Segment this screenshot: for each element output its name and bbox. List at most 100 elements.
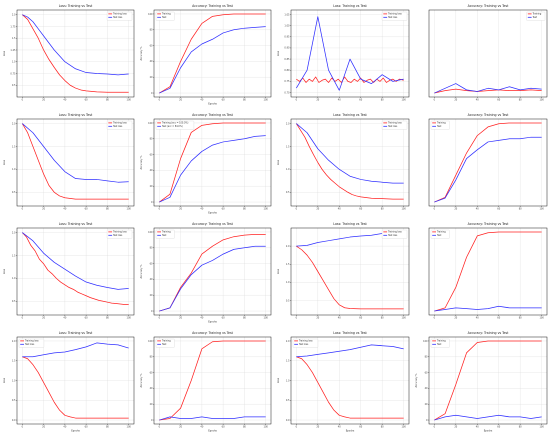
x-tick-label: 0 [434,317,436,320]
chart-title: Loss: Training vs Test [333,4,367,8]
y-axis-label: Loss [277,268,280,274]
x-tick-label: 0 [296,317,298,320]
x-tick-label: 100 [539,426,544,429]
y-tick-label: 1.0 [286,168,290,171]
x-tick-label: 20 [42,99,45,102]
y-tick-label: 1.0 [12,277,16,280]
legend-entry: Training loss [388,13,402,16]
chart-r4c2: 0 20 40 60 80 100 0 20 40 60 80 100 Accuracy: Traini… [140,331,272,433]
x-tick-label: 80 [106,317,109,320]
chart-r2c4: 0 20 40 60 80 100 Accuracy: Training vs Test Tr… [428,113,548,211]
y-tick-label: 0.75 [284,80,290,83]
legend-entry: Test loss [25,343,35,346]
chart-r1c3: 0 20 40 60 80 100 0.70 0.75 0.80 0.85 0.90 0.95 1.00… [277,4,410,102]
series-line-test [434,305,542,312]
y-tick-label: 80 [150,247,153,250]
x-tick-label: 80 [519,426,522,429]
x-tick-label: 60 [359,317,362,320]
x-tick-label: 20 [316,317,319,320]
chart-title: Accuracy: Training vs Test [192,113,234,117]
x-tick-label: 0 [159,99,161,102]
y-tick-label: 0 [426,419,428,422]
legend-entry: Training [437,231,446,234]
x-tick-label: 0 [159,317,161,320]
x-tick-label: 0 [434,208,436,211]
y-tick-label: 0 [151,419,153,422]
y-tick-label: 0.90 [284,47,290,50]
x-tick-label: 100 [126,208,131,211]
y-tick-label: 40 [150,60,153,63]
y-axis-label: Loss [277,159,280,165]
x-tick-label: 80 [106,99,109,102]
series-line-training [296,245,404,310]
chart-title: Accuracy: Training vs Test [468,113,510,117]
y-tick-label: 1.5 [286,145,290,148]
legend-entry: Training [437,122,446,125]
y-tick-label: 0.5 [286,299,290,302]
y-tick-label: 80 [150,138,153,141]
chart-r4c4: 0 20 40 60 80 100 0 20 40 60 80 100 Accuracy: Traini… [415,331,548,433]
series-line-training [159,233,266,312]
y-tick-label: 20 [150,185,153,188]
y-axis-label: Accuracy % [140,155,143,170]
y-tick-label: 1.0 [12,379,16,382]
plot-frame [16,227,135,316]
legend-entry: Test loss [113,234,123,237]
x-tick-label: 40 [338,99,341,102]
legend-entry: Test [437,125,441,128]
x-tick-label: 20 [42,317,45,320]
y-tick-label: 100 [423,340,428,343]
series-line-test [22,123,129,183]
plot-frame [153,336,272,425]
x-tick-label: 20 [316,426,319,429]
x-tick-label: 60 [85,426,88,429]
x-tick-label: 100 [539,208,544,211]
y-tick-label: 1.0 [286,379,290,382]
series-line-training [434,122,542,203]
chart-r3c2: 0 20 40 60 80 100 0 20 40 60 80 100 Accuracy: Traini… [140,222,272,324]
legend-entry: Training loss [388,231,402,234]
x-tick-label: 80 [243,317,246,320]
x-tick-label: 80 [381,317,384,320]
legend-entry: Test [162,16,166,19]
legend-entry: Test loss [388,16,398,19]
legend-entry: Training loss [25,340,39,343]
chart-r2c3: 0 20 40 60 80 100 0.5 1.0 1.5 2.0 Loss: Training v… [277,113,410,211]
plot-frame [153,227,272,316]
y-tick-label: 1.5 [12,254,16,257]
legend: Training (acc = 100.0%)Test (acc = 84.0%… [155,120,195,130]
x-tick-label: 40 [200,426,203,429]
y-tick-label: 1.0 [286,281,290,284]
series-line-test [159,245,266,312]
y-tick-label: 2.0 [12,14,16,17]
x-tick-label: 100 [263,317,268,320]
legend-box [106,229,133,239]
chart-title: Accuracy: Training vs Test [192,222,234,226]
chart-title: Loss: Training vs Test [59,222,93,226]
x-tick-label: 60 [359,426,362,429]
chart-r1c2: 0 20 40 60 80 100 0 20 40 60 80 100 Accuracy: Traini… [140,4,272,106]
x-tick-label: 80 [381,99,384,102]
y-tick-label: 40 [150,387,153,390]
y-tick-label: 0.5 [12,191,16,194]
chart-r2c2: 0 20 40 60 80 100 0 20 40 60 80 100 Accuracy: Traini… [140,113,272,215]
y-tick-label: 1.5 [286,263,290,266]
y-tick-label: 100 [148,231,153,234]
y-tick-label: 0.5 [286,399,290,402]
x-tick-label: 100 [401,99,406,102]
legend-entry: Test [437,234,441,237]
y-tick-label: 20 [425,403,428,406]
x-tick-label: 40 [476,426,479,429]
chart-r3c1: 0 20 40 60 80 100 0.5 1.0 1.5 2.0 Loss: Training v… [3,222,135,320]
series-line-training [22,356,129,419]
legend-entry: Training loss [388,122,402,125]
x-tick-label: 40 [476,317,479,320]
legend-entry: Training [162,340,171,343]
x-tick-label: 20 [316,208,319,211]
